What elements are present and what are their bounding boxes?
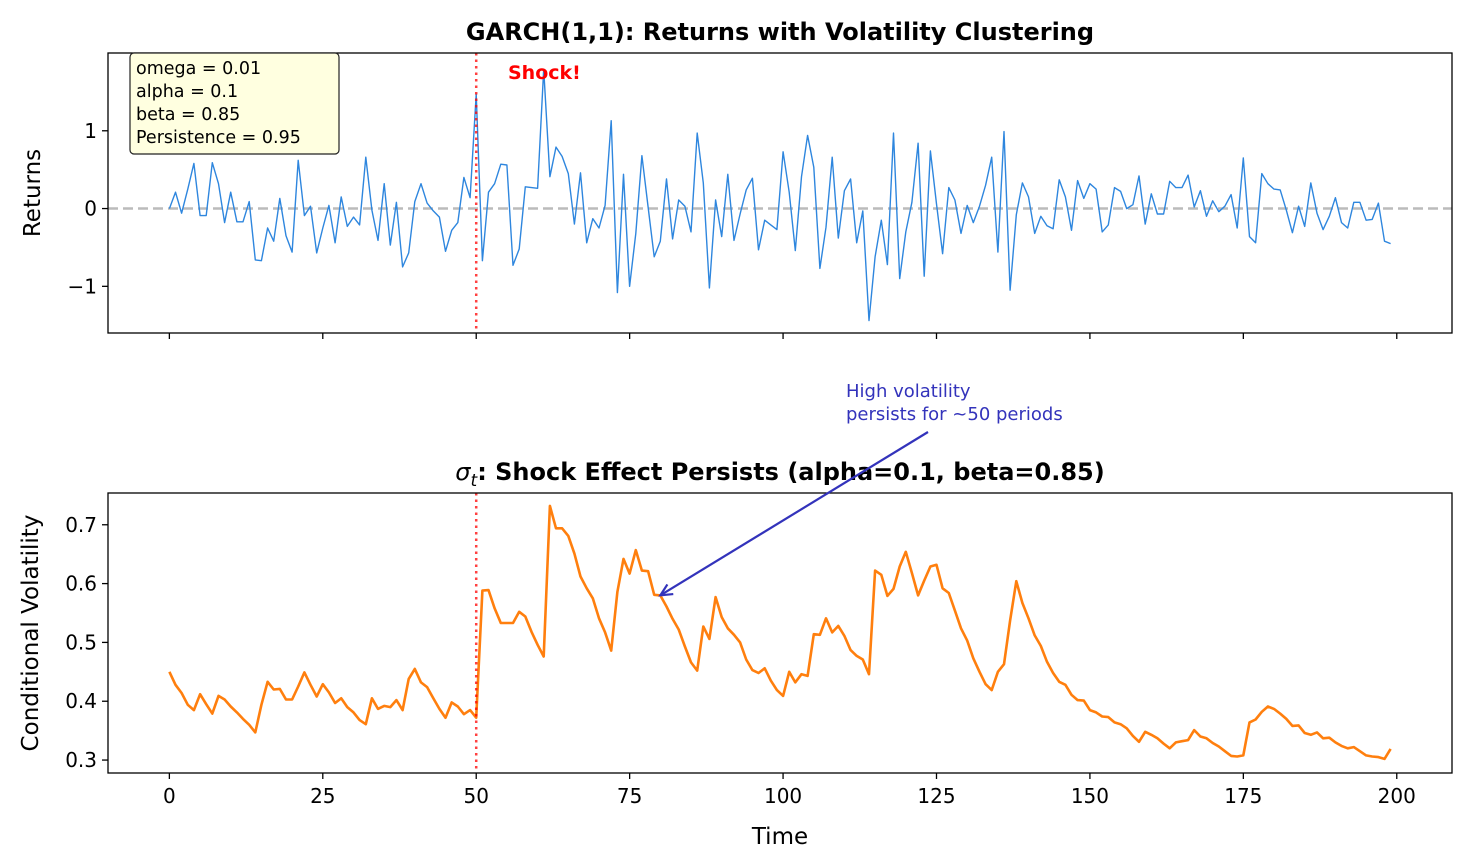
title-rest: : Shock Effect Persists (alpha=0.1, beta… (477, 458, 1105, 486)
x-tick-label: 100 (764, 784, 802, 808)
title-sigma: σ (455, 458, 471, 486)
title-subscript: t (471, 471, 479, 491)
x-tick-label: 0 (163, 784, 176, 808)
annotation-arrow (659, 431, 929, 597)
top-y-axis-label: Returns (20, 149, 46, 237)
params-alpha: alpha = 0.1 (136, 82, 238, 102)
annotation: High volatility persists for ~50 periods (658, 381, 1063, 597)
bottom-chart-title: σt: Shock Effect Persists (alpha=0.1, be… (455, 458, 1104, 491)
x-tick-label: 200 (1378, 784, 1416, 808)
x-tick-label: 75 (617, 784, 642, 808)
params-omega: omega = 0.01 (136, 59, 261, 79)
top-chart-title: GARCH(1,1): Returns with Volatility Clus… (466, 18, 1094, 46)
x-tick-label: 175 (1224, 784, 1262, 808)
y-tick-label: 0.7 (65, 513, 97, 537)
x-tick-label: 50 (463, 784, 488, 808)
y-tick-label: 0.5 (65, 630, 97, 654)
params-beta: beta = 0.85 (136, 105, 240, 125)
x-tick-label: 125 (917, 784, 955, 808)
bottom-y-axis-label: Conditional Volatility (18, 515, 44, 752)
returns-line (168, 68, 1391, 322)
annotation-line-1: High volatility (846, 381, 971, 402)
x-tick-label: 150 (1071, 784, 1109, 808)
annotation-line-2: persists for ~50 periods (846, 404, 1063, 425)
params-box-frame (129, 52, 340, 155)
axes-frame (107, 52, 1453, 334)
y-tick-label: 1 (84, 119, 97, 143)
returns-axes: −1 0 1 (68, 52, 1453, 339)
axes-frame (107, 492, 1453, 774)
shock-label: Shock! (508, 62, 581, 84)
y-tick-label: 0 (84, 197, 97, 221)
y-tick-label: 0.4 (65, 689, 97, 713)
y-tick-label: 0.3 (65, 748, 97, 772)
x-tick-label: 25 (310, 784, 335, 808)
params-box: omega = 0.01 alpha = 0.1 beta = 0.85 Per… (129, 52, 340, 155)
annotation-arrowhead (658, 583, 674, 597)
volatility-axes: 0 25 50 75 100 125 150 175 200 0.3 0.4 0.5 0.6 0.7 (65, 492, 1453, 808)
y-tick-label: 0.6 (65, 572, 97, 596)
y-tick-label: −1 (68, 274, 97, 298)
volatility-line (168, 504, 1392, 761)
x-axis-label: Time (751, 824, 808, 850)
params-persistence: Persistence = 0.95 (136, 128, 301, 148)
